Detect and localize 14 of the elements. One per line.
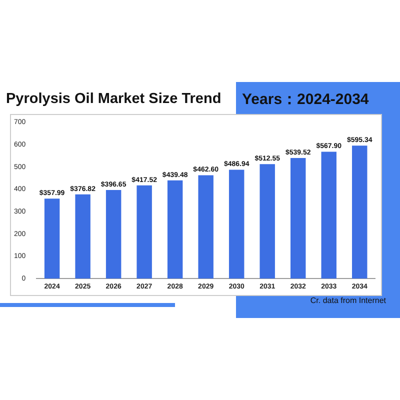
bar — [44, 198, 60, 279]
bar — [321, 152, 336, 279]
bar — [167, 180, 183, 279]
text: Cr. data from Internet — [310, 296, 386, 305]
bar — [75, 194, 90, 279]
bar — [260, 164, 275, 279]
bar — [136, 185, 152, 279]
chart-title: Pyrolysis Oil Market Size Trend — [6, 91, 222, 107]
bar — [198, 175, 214, 279]
bar — [228, 170, 244, 279]
bar — [352, 146, 368, 279]
chart-subtitle: Years：2024-2034 — [242, 90, 369, 109]
bar — [106, 190, 122, 279]
bar — [290, 158, 306, 279]
